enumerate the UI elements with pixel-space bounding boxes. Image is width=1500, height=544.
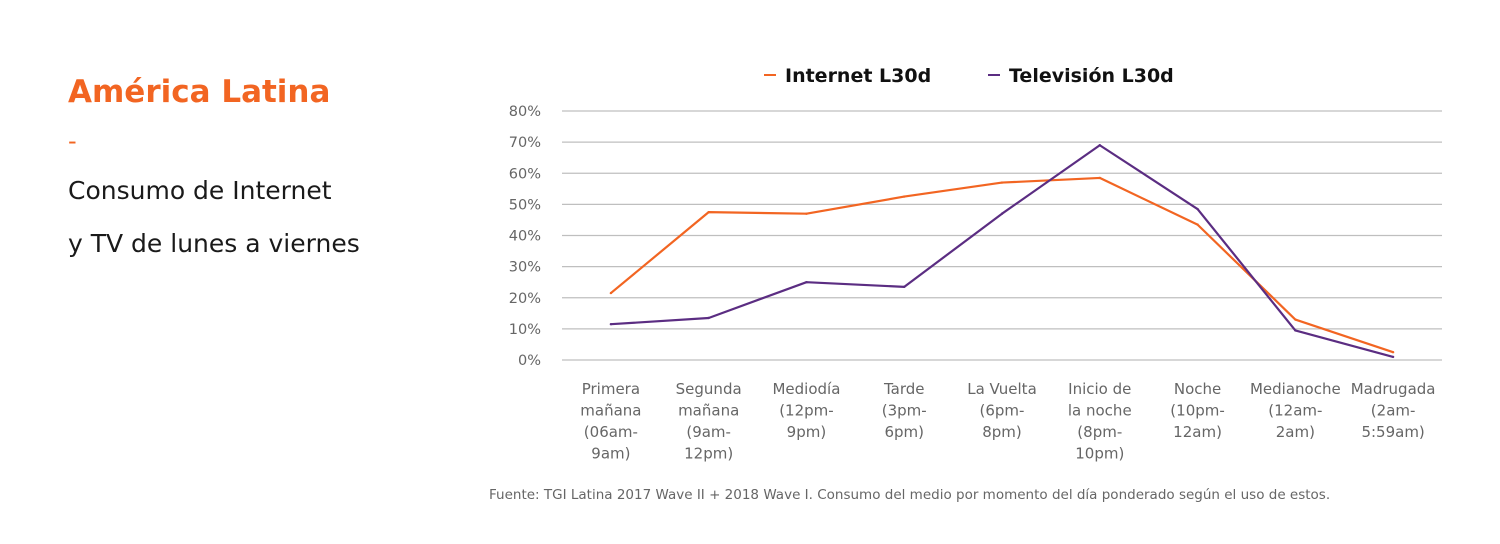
source-note: Fuente: TGI Latina 2017 Wave II + 2018 W… bbox=[489, 487, 1331, 503]
y-tick-label: 0% bbox=[518, 353, 541, 369]
data-point bbox=[1196, 223, 1199, 226]
legend-label: Televisión L30d bbox=[1009, 65, 1174, 87]
y-tick-label: 50% bbox=[509, 197, 541, 213]
description-line-1: Consumo de Internet bbox=[68, 176, 332, 205]
data-point bbox=[1391, 351, 1395, 354]
x-tick-label: Inicio de la noche (8pm-10pm) bbox=[1068, 380, 1132, 463]
series-line-1 bbox=[610, 144, 1394, 358]
x-axis: Primera mañana (06am-9am) Segunda mañana (9am… bbox=[580, 380, 1435, 463]
data-point bbox=[1000, 212, 1004, 215]
y-axis: 0% 10% 20% 30% 40% 50% 60% 70% 80% bbox=[509, 104, 541, 369]
data-point bbox=[707, 210, 710, 214]
y-tick-label: 10% bbox=[509, 322, 541, 338]
x-tick-label: Madrugada (2am-5:59am) bbox=[1351, 380, 1436, 441]
description-line-2: y TV de lunes a viernes bbox=[68, 229, 360, 258]
data-point bbox=[1294, 329, 1297, 332]
chart-description: Consumo de Internet y TV de lunes a vier… bbox=[68, 164, 468, 270]
legend-label: Internet L30d bbox=[785, 65, 931, 87]
data-point bbox=[1098, 144, 1101, 147]
page-title: América Latina bbox=[68, 74, 331, 110]
data-point bbox=[1294, 318, 1297, 321]
data-point bbox=[707, 316, 710, 320]
title-separator: - bbox=[68, 127, 77, 155]
data-point bbox=[1000, 181, 1004, 184]
title-block: América Latina - Consumo de Internet y T… bbox=[68, 70, 468, 270]
x-tick-label: Medianoche (12am-2am) bbox=[1250, 380, 1341, 441]
data-point bbox=[1196, 207, 1199, 211]
y-tick-label: 20% bbox=[509, 291, 541, 307]
line-chart: Internet L30d Televisión L30d 0% 10% 20% 30%… bbox=[509, 65, 1442, 463]
y-tick-label: 80% bbox=[509, 104, 541, 120]
data-point bbox=[805, 212, 808, 215]
data-point bbox=[1391, 355, 1395, 359]
y-tick-label: 30% bbox=[509, 260, 541, 276]
data-point bbox=[805, 280, 808, 284]
x-tick-label: La Vuelta (6pm-8pm) bbox=[967, 380, 1037, 441]
y-tick-label: 60% bbox=[509, 166, 541, 182]
data-point bbox=[609, 323, 613, 326]
y-tick-label: 40% bbox=[509, 229, 541, 245]
chart-series bbox=[609, 144, 1395, 359]
data-point bbox=[1098, 176, 1101, 180]
data-point bbox=[609, 291, 613, 295]
x-tick-label: Primera mañana (06am-9am) bbox=[580, 380, 641, 463]
x-tick-label: Segunda mañana (9am-12pm) bbox=[676, 380, 742, 463]
x-tick-label: Tarde (3pm-6pm) bbox=[882, 380, 927, 441]
chart-gridlines bbox=[562, 110, 1442, 361]
x-tick-label: Mediodía (12pm-9pm) bbox=[772, 380, 840, 441]
y-tick-label: 70% bbox=[509, 135, 541, 151]
data-point bbox=[903, 285, 906, 289]
x-tick-label: Noche (10pm-12am) bbox=[1170, 380, 1225, 441]
data-point bbox=[903, 195, 906, 198]
chart-legend: Internet L30d Televisión L30d bbox=[764, 65, 1174, 87]
